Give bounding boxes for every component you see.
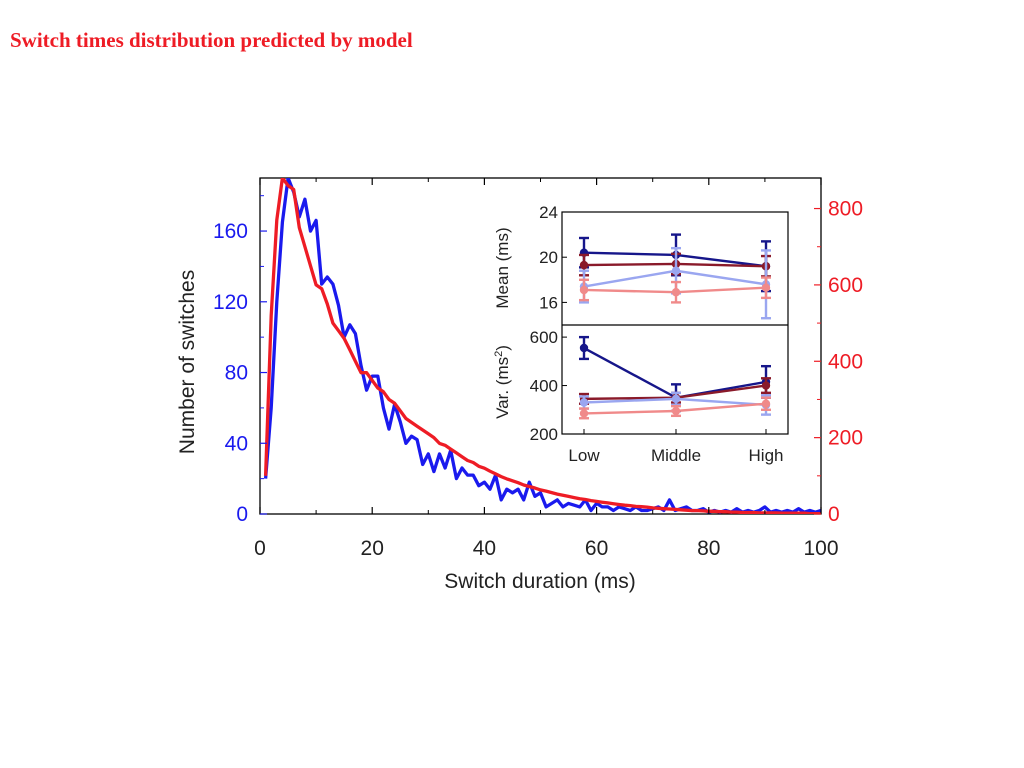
- inset-var-y-tick-label: 400: [530, 377, 558, 396]
- left-y-tick-label: 160: [213, 220, 248, 243]
- left-y-tick-label: 80: [225, 362, 248, 385]
- inset-var-point: [761, 381, 771, 390]
- inset-x-tick-label: High: [749, 446, 784, 465]
- left-y-tick-label: 40: [225, 432, 248, 455]
- inset-mean-y-tick-label: 20: [539, 248, 558, 267]
- left-y-tick-label: 0: [236, 503, 248, 526]
- inset-x-tick-label: Middle: [651, 446, 701, 465]
- inset-var-y-tick-label: 600: [530, 328, 558, 347]
- inset-mean-axis-label: Mean (ms): [493, 227, 512, 308]
- inset-mean-point: [579, 285, 589, 295]
- inset-var-point: [579, 398, 589, 407]
- inset-var-point: [671, 406, 681, 416]
- x-tick-label: 20: [361, 537, 384, 560]
- inset-x-tick-label: Low: [568, 446, 600, 465]
- right-y-tick-label: 600: [828, 274, 863, 297]
- x-tick-label: 60: [585, 537, 608, 560]
- inset-mean-point: [579, 260, 589, 270]
- model-distribution-line: [263, 178, 821, 514]
- inset-mean-y-tick-label: 24: [539, 203, 558, 222]
- inset-mean-point: [671, 288, 681, 297]
- inset-var-point: [579, 409, 589, 418]
- main-x-axis-label: Switch duration (ms): [444, 570, 635, 593]
- left-y-tick-label: 120: [213, 291, 248, 314]
- inset-var-y-tick-label: 200: [530, 425, 558, 444]
- inset-var-point: [579, 343, 589, 353]
- right-y-tick-label: 0: [828, 503, 840, 526]
- inset-mean-point: [761, 283, 771, 292]
- inset-mean-y-tick-label: 16: [539, 293, 558, 312]
- right-y-tick-label: 200: [828, 427, 863, 450]
- x-tick-label: 0: [254, 537, 266, 560]
- x-tick-label: 100: [803, 537, 838, 560]
- right-y-tick-label: 400: [828, 350, 863, 373]
- x-tick-label: 80: [697, 537, 720, 560]
- inset-var-point: [761, 399, 771, 408]
- inset-mean-point: [671, 266, 681, 275]
- x-tick-label: 40: [473, 537, 496, 560]
- inset-var-point: [671, 394, 681, 404]
- right-y-tick-label: 800: [828, 198, 863, 221]
- slide-title: Switch times distribution predicted by m…: [10, 28, 413, 52]
- main-y-axis-label: Number of switches: [176, 270, 199, 454]
- inset-var-axis-label: Var. (ms2): [493, 345, 512, 419]
